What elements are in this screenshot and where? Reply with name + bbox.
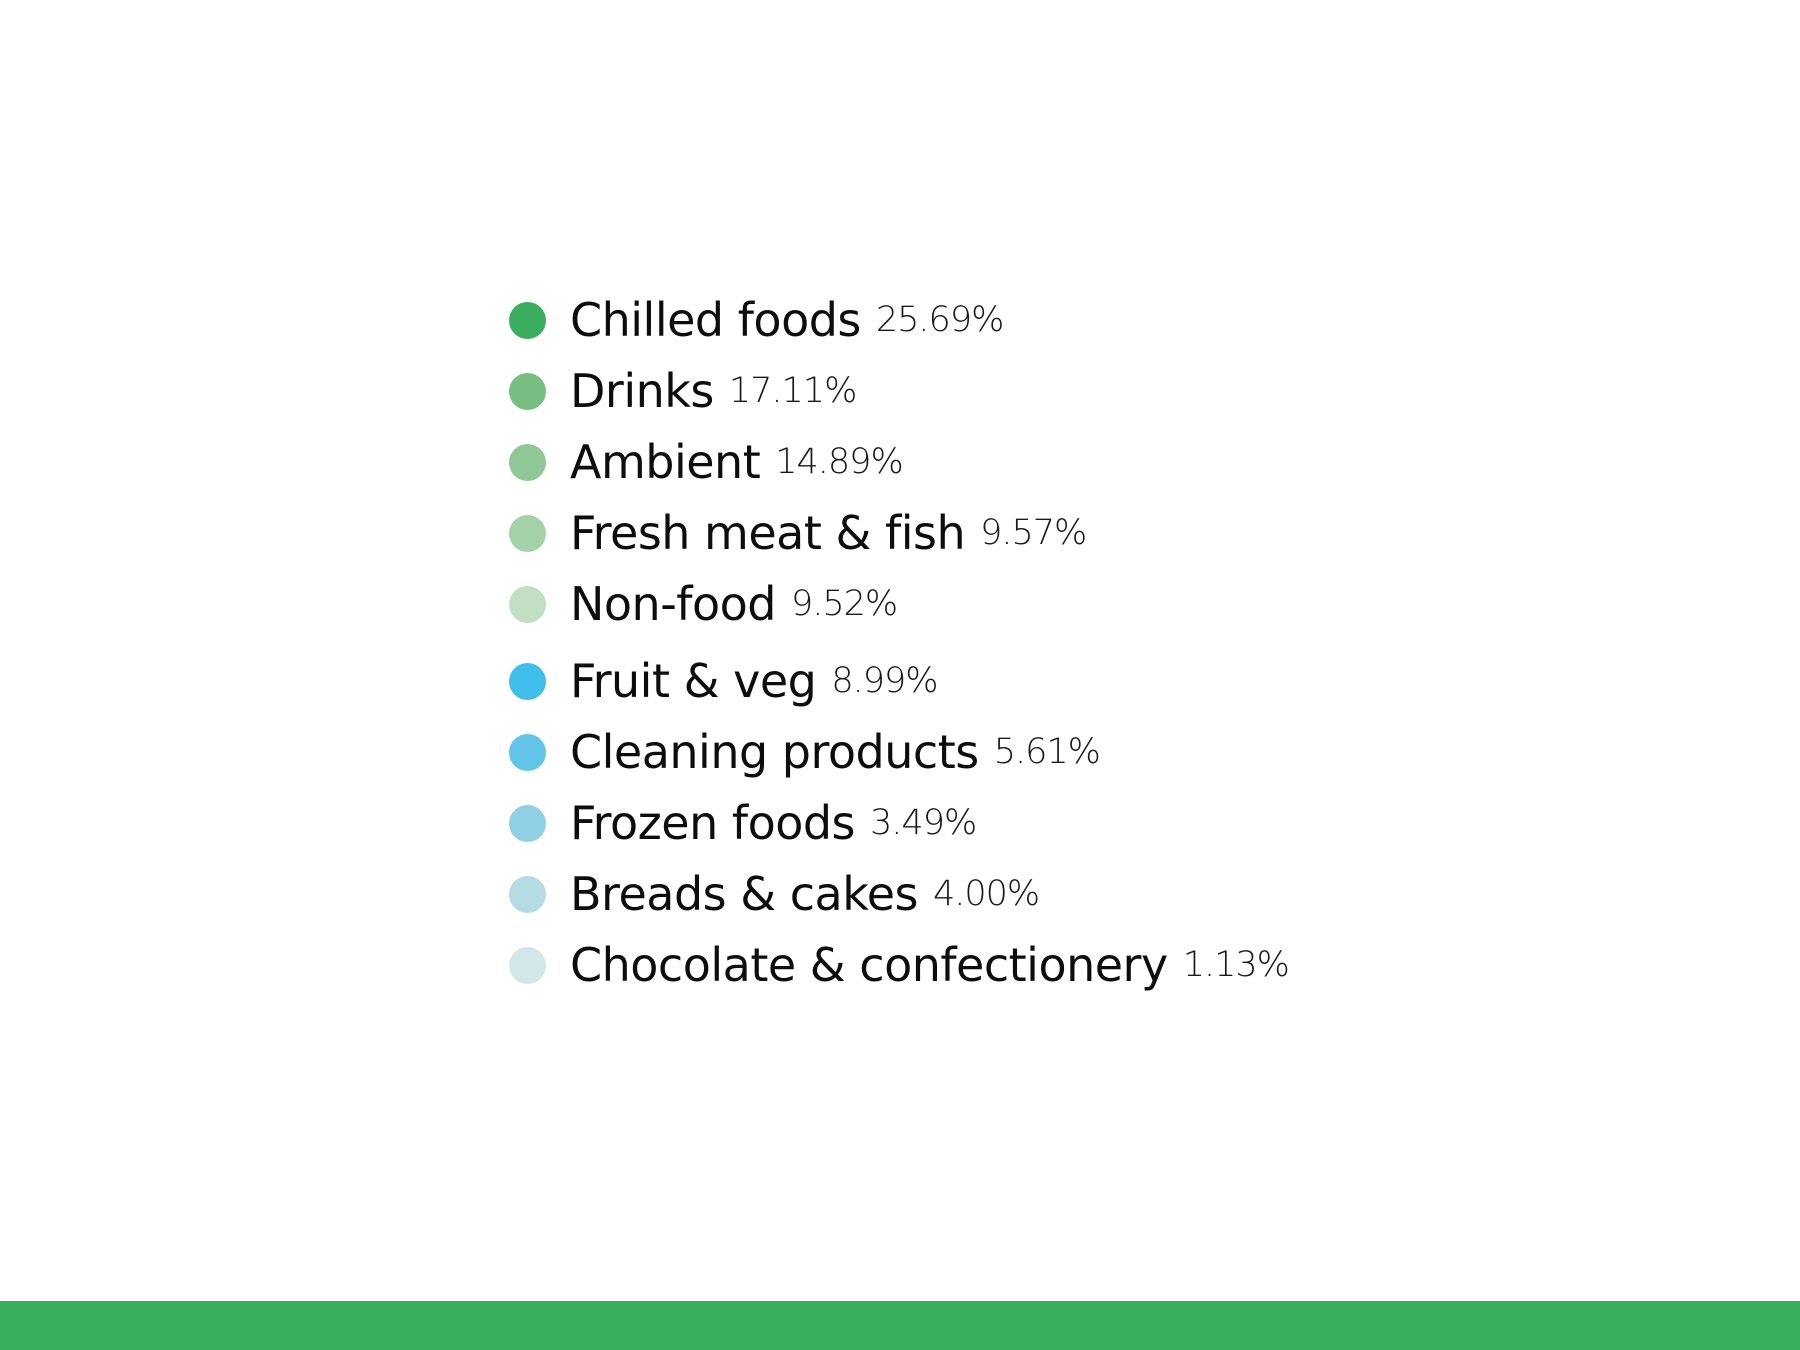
legend-swatch: [509, 443, 546, 481]
legend-item: Ambient 14.89%: [509, 432, 904, 492]
legend-value: 3.49%: [870, 803, 977, 843]
legend-label: Breads & cakes: [570, 867, 918, 921]
footer-bar: [0, 1301, 1800, 1350]
legend-swatch: [509, 733, 546, 771]
legend-label: Non-food: [570, 577, 777, 631]
legend-item: Breads & cakes 4.00%: [509, 864, 1040, 924]
legend-label: Chilled foods: [570, 293, 861, 347]
legend-label: Drinks: [570, 364, 714, 418]
legend-item: Chilled foods 25.69%: [509, 290, 1004, 350]
legend-label: Ambient: [570, 435, 761, 489]
legend-swatch: [509, 946, 546, 984]
legend-item: Chocolate & confectionery 1.13%: [509, 935, 1290, 995]
legend-item: Fresh meat & fish 9.57%: [509, 503, 1087, 563]
legend-swatch: [509, 804, 546, 842]
legend-label: Chocolate & confectionery: [570, 938, 1168, 992]
chart-legend: Chilled foods 25.69% Drinks 17.11% Ambient 14…: [509, 290, 1290, 995]
legend-label: Cleaning products: [570, 725, 979, 779]
legend-value: 25.69%: [875, 300, 1004, 340]
legend-label: Fruit & veg: [570, 654, 817, 708]
legend-swatch: [509, 372, 546, 410]
legend-value: 4.00%: [932, 874, 1040, 914]
legend-value: 9.52%: [791, 584, 898, 624]
legend-swatch: [509, 585, 546, 623]
legend-swatch: [509, 514, 546, 552]
legend-item: Cleaning products 5.61%: [509, 722, 1101, 782]
legend-value: 1.13%: [1182, 945, 1290, 985]
legend-swatch: [509, 301, 546, 339]
legend-label: Frozen foods: [570, 796, 856, 850]
legend-swatch: [509, 875, 546, 913]
legend-label: Fresh meat & fish: [570, 506, 966, 560]
legend-item: Non-food 9.52%: [509, 574, 898, 634]
legend-item: Frozen foods 3.49%: [509, 793, 977, 853]
legend-value: 5.61%: [993, 732, 1101, 772]
legend-value: 17.11%: [728, 371, 857, 411]
legend-value: 9.57%: [980, 513, 1087, 553]
legend-swatch: [509, 662, 546, 700]
legend-item: Drinks 17.11%: [509, 361, 857, 421]
legend-value: 14.89%: [775, 442, 903, 482]
legend-item: Fruit & veg 8.99%: [509, 651, 939, 711]
legend-value: 8.99%: [831, 661, 938, 701]
